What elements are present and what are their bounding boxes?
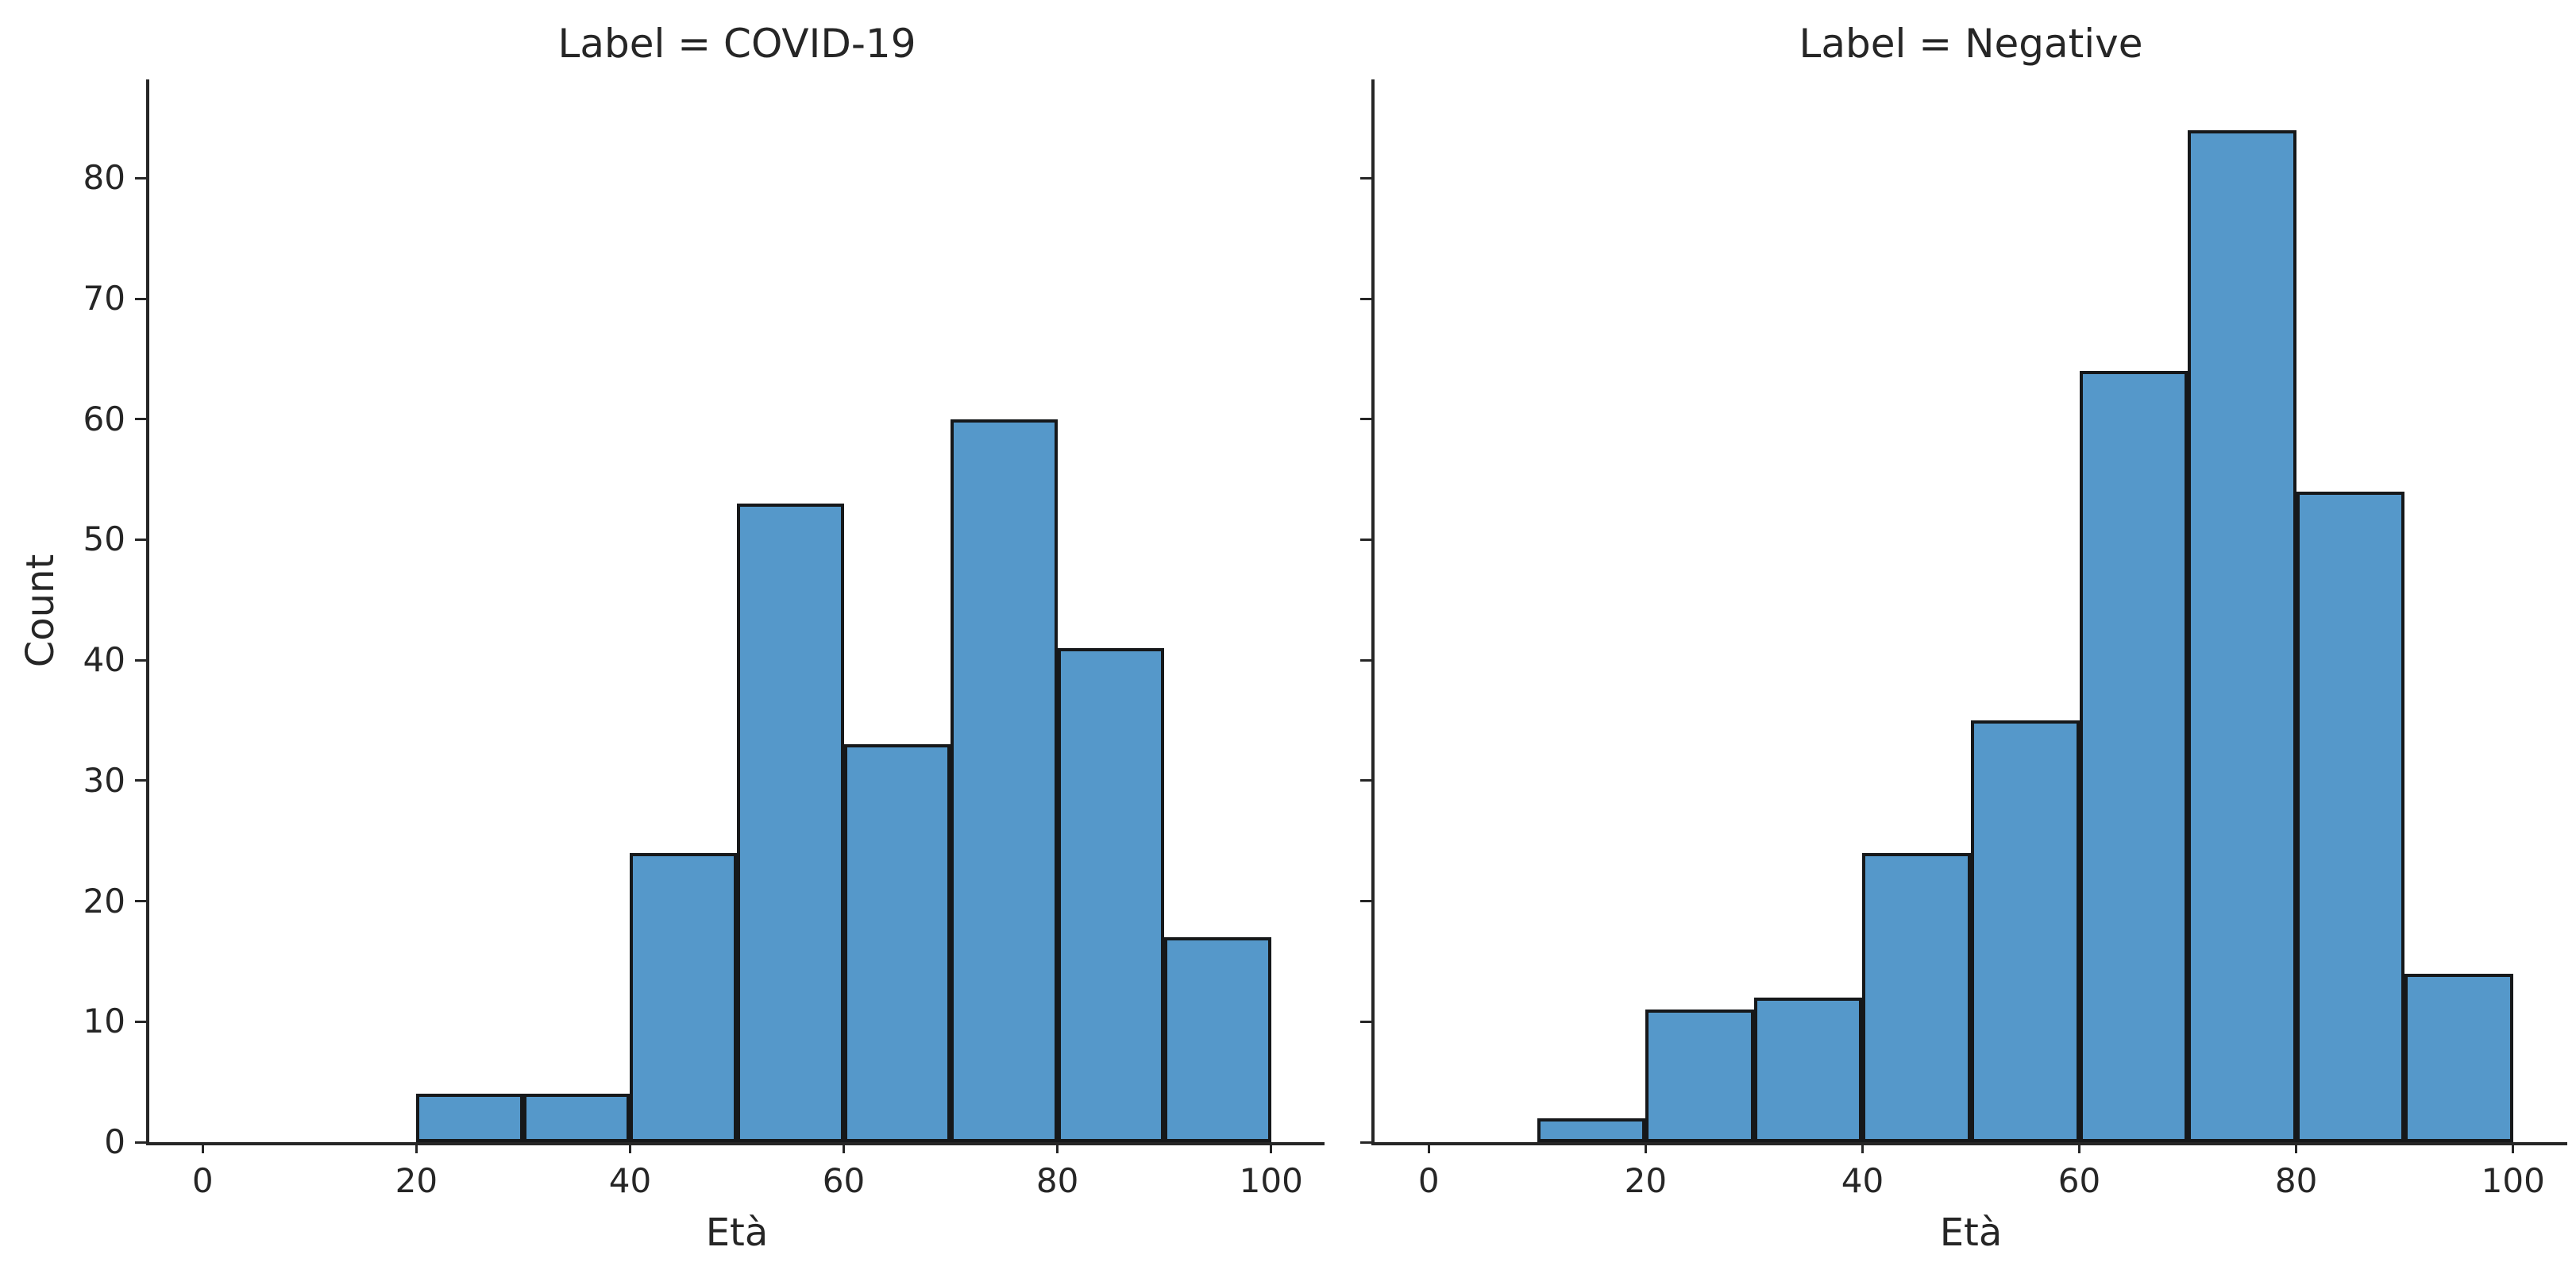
histogram-bar	[1537, 1118, 1646, 1142]
x-tick-label: 0	[1417, 1161, 1440, 1200]
panel-title: Label = Negative	[1799, 21, 2143, 67]
histogram-bar	[2079, 371, 2188, 1142]
y-tick-label: 70	[83, 279, 125, 318]
panel-title: Label = COVID-19	[557, 21, 916, 67]
histogram-bar	[1057, 648, 1165, 1142]
histogram-bar	[1164, 937, 1271, 1142]
y-tick-label: 0	[104, 1122, 125, 1161]
x-axis-label: Età	[1939, 1210, 2003, 1255]
y-tick	[1360, 418, 1371, 421]
y-axis-label: Count	[18, 554, 63, 668]
plot-area	[1371, 79, 2567, 1145]
y-tick-label: 10	[83, 1002, 125, 1041]
y-tick	[1360, 658, 1371, 662]
x-tick-label: 20	[1624, 1161, 1668, 1200]
histogram-bar	[1971, 720, 2080, 1142]
histogram-bar	[843, 744, 951, 1142]
y-tick	[1360, 779, 1371, 782]
x-tick-label: 40	[1841, 1161, 1884, 1200]
histogram-bar	[416, 1094, 523, 1142]
x-tick	[1056, 1142, 1059, 1153]
y-tick	[1360, 176, 1371, 180]
histogram-bar	[951, 419, 1058, 1142]
y-tick	[135, 418, 146, 421]
x-tick-label: 40	[608, 1161, 652, 1200]
y-tick	[135, 538, 146, 541]
y-tick	[135, 658, 146, 662]
histogram-bar	[1862, 852, 1971, 1142]
y-tick-label: 60	[83, 399, 125, 438]
x-tick-label: 100	[2481, 1161, 2545, 1200]
histogram-bar	[523, 1094, 631, 1142]
y-tick	[135, 1141, 146, 1144]
x-tick-label: 100	[1239, 1161, 1303, 1200]
y-tick-label: 30	[83, 760, 125, 800]
x-tick	[1270, 1142, 1273, 1153]
x-tick	[628, 1142, 631, 1153]
x-axis-label: Età	[705, 1210, 769, 1255]
x-tick	[2295, 1142, 2298, 1153]
x-tick	[1427, 1142, 1430, 1153]
x-tick	[2078, 1142, 2081, 1153]
y-tick-label: 50	[83, 519, 125, 559]
x-tick	[1861, 1142, 1864, 1153]
y-tick	[135, 1020, 146, 1023]
y-tick	[1360, 1020, 1371, 1023]
y-tick	[1360, 1141, 1371, 1144]
x-tick-label: 80	[1035, 1161, 1079, 1200]
x-tick-label: 60	[822, 1161, 866, 1200]
x-tick-label: 80	[2274, 1161, 2318, 1200]
y-tick	[1360, 297, 1371, 300]
panel-negative: Label = Negative 0 20 40 60 80 100 Età	[1360, 0, 2567, 1274]
x-tick-label: 60	[2057, 1161, 2101, 1200]
y-tick	[135, 297, 146, 300]
y-tick-label: 80	[83, 158, 125, 198]
x-tick	[2512, 1142, 2515, 1153]
y-tick	[135, 900, 146, 903]
histogram-bar	[2404, 973, 2513, 1142]
x-tick-label: 20	[395, 1161, 438, 1200]
x-tick	[843, 1142, 846, 1153]
histogram-bar	[2296, 491, 2405, 1142]
plot-area	[146, 79, 1325, 1145]
y-tick	[135, 176, 146, 180]
x-tick	[1644, 1142, 1647, 1153]
y-tick	[1360, 538, 1371, 541]
x-tick	[415, 1142, 418, 1153]
histogram-bar	[737, 503, 844, 1142]
histogram-bar	[630, 852, 737, 1142]
panel-covid19: Label = COVID-19 0 20 40 60 80 100 0 10 20 30 40 50 6…	[83, 0, 1325, 1274]
histogram-bar	[2188, 129, 2296, 1142]
x-tick	[201, 1142, 204, 1153]
x-tick-label: 0	[191, 1161, 214, 1200]
y-tick	[1360, 900, 1371, 903]
y-tick-label: 20	[83, 881, 125, 921]
y-tick	[135, 779, 146, 782]
y-tick-label: 40	[83, 640, 125, 680]
histogram-bar	[1753, 997, 1863, 1142]
histogram-bar	[1645, 1010, 1754, 1142]
